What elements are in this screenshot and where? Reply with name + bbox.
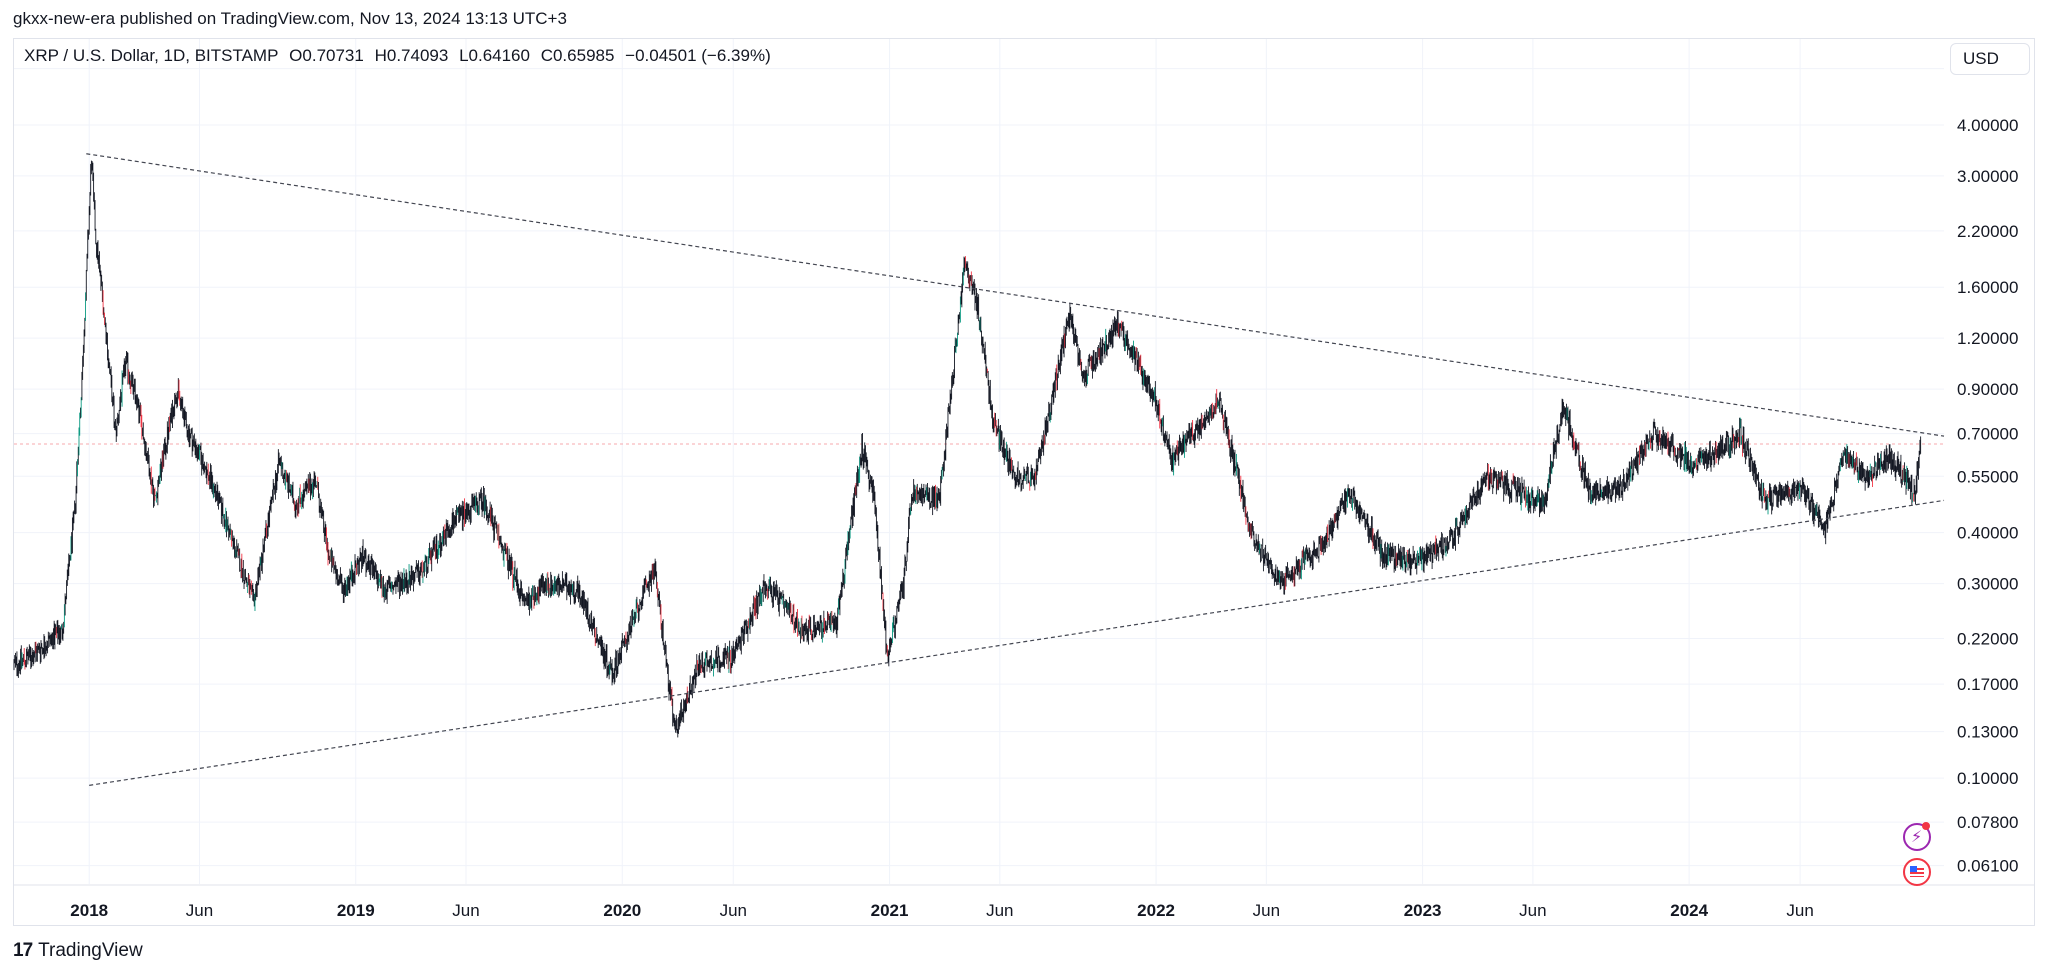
price-axis: 5.500004.000003.000002.200001.600001.200… [1957, 60, 2018, 876]
currency-button[interactable]: USD [1950, 43, 2030, 75]
trendlines [86, 153, 1945, 786]
trendline-upper [86, 153, 1945, 437]
y-tick-label: 0.70000 [1957, 425, 2018, 444]
x-tick-label: Jun [452, 901, 479, 920]
x-tick-label: Jun [720, 901, 747, 920]
x-tick-label: 2020 [603, 901, 641, 920]
x-tick-label: Jun [1786, 901, 1813, 920]
x-tick-label: 2021 [871, 901, 909, 920]
y-tick-label: 0.30000 [1957, 575, 2018, 594]
candles [13, 160, 1922, 738]
x-tick-label: Jun [186, 901, 213, 920]
x-tick-label: 2019 [337, 901, 375, 920]
legend-symbol: XRP / U.S. Dollar, 1D, BITSTAMP [24, 46, 279, 65]
grid [14, 39, 1944, 884]
trendline-lower [89, 499, 1945, 786]
x-tick-label: 2022 [1137, 901, 1175, 920]
publish-info: gkxx-new-era published on TradingView.co… [13, 9, 567, 28]
x-tick-label: Jun [1253, 901, 1280, 920]
y-tick-label: 1.60000 [1957, 278, 2018, 297]
y-tick-label: 0.07800 [1957, 813, 2018, 832]
legend-open: O0.70731 [289, 46, 364, 65]
y-tick-label: 0.22000 [1957, 630, 2018, 649]
x-tick-label: Jun [1519, 901, 1546, 920]
y-tick-label: 4.00000 [1957, 116, 2018, 135]
us-flag-icon[interactable] [1903, 858, 1931, 886]
legend-change: −0.04501 (−6.39%) [625, 46, 771, 65]
x-tick-label: Jun [986, 901, 1013, 920]
y-tick-label: 0.90000 [1957, 380, 2018, 399]
tradingview-logo[interactable]: 17 TradingView [13, 940, 143, 962]
x-tick-label: 2018 [70, 901, 108, 920]
y-tick-label: 0.17000 [1957, 675, 2018, 694]
y-tick-label: 0.55000 [1957, 467, 2018, 486]
y-tick-label: 1.20000 [1957, 329, 2018, 348]
legend-high: H0.74093 [374, 46, 449, 65]
legend-close: C0.65985 [540, 46, 615, 65]
x-tick-label: 2024 [1670, 901, 1708, 920]
y-tick-label: 0.06100 [1957, 857, 2018, 876]
y-tick-label: 2.20000 [1957, 222, 2018, 241]
y-tick-label: 0.10000 [1957, 769, 2018, 788]
symbol-legend: XRP / U.S. Dollar, 1D, BITSTAMP O0.70731… [24, 46, 777, 66]
x-tick-label: 2023 [1404, 901, 1442, 920]
tradingview-mark-icon: 17 [13, 940, 33, 961]
time-axis: 2018 Jun 2019 Jun 2020 Jun 2021 Jun 2022 Jun 2023 J… [14, 884, 2034, 920]
tradingview-brand: TradingView [38, 940, 143, 961]
notification-dot [1922, 822, 1930, 830]
chart-pane[interactable] [13, 38, 2035, 926]
y-tick-label: 0.13000 [1957, 723, 2018, 742]
y-tick-label: 3.00000 [1957, 167, 2018, 186]
y-tick-label: 0.40000 [1957, 524, 2018, 543]
legend-low: L0.64160 [459, 46, 530, 65]
